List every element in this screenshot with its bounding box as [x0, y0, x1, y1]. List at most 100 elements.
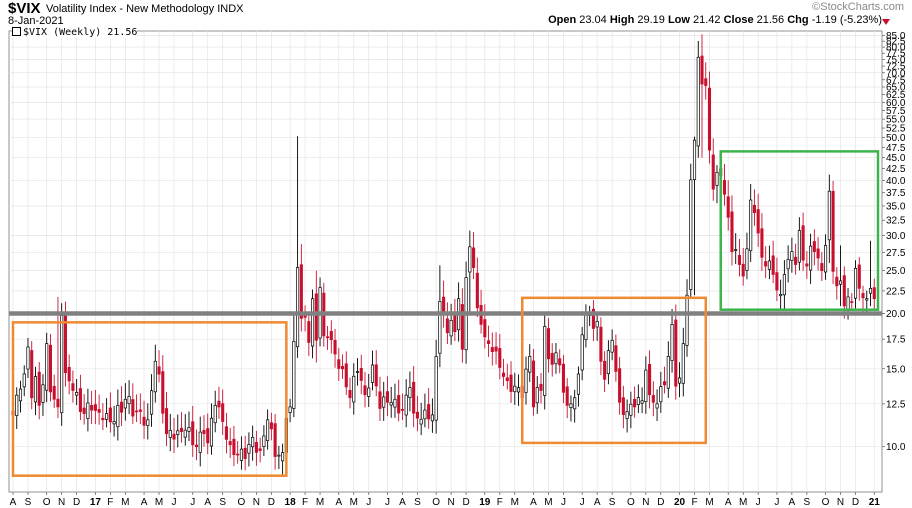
x-tick-label: J	[561, 497, 566, 508]
candle-body	[644, 369, 648, 403]
candle-body	[404, 394, 408, 416]
x-tick-label: J	[366, 497, 371, 508]
low-value: 21.42	[693, 14, 721, 26]
candle-body	[779, 293, 783, 297]
candle-body	[146, 419, 150, 426]
candle-body	[513, 385, 517, 393]
candle-body	[786, 259, 790, 270]
candle-body	[726, 196, 730, 218]
candle-body	[71, 383, 75, 391]
candle-body	[483, 319, 487, 338]
candle-body	[569, 403, 573, 408]
x-tick-label: J	[580, 497, 585, 508]
y-tick-label: 57.5	[886, 106, 906, 117]
chg-value: -1.19 (-5.23%)	[811, 14, 882, 26]
candle-body	[172, 433, 176, 440]
candle-body	[809, 245, 813, 271]
candle-body	[824, 245, 828, 273]
candle-body	[217, 400, 221, 408]
candle-body	[764, 261, 768, 267]
x-tick-label: O	[432, 497, 440, 508]
candle-body	[861, 293, 865, 299]
candle-body	[198, 431, 202, 453]
candle-body	[86, 402, 90, 419]
index-name: Volatility Index - New Methodology	[46, 3, 215, 15]
candle-body	[269, 422, 273, 430]
candle-body	[251, 436, 255, 448]
annotations	[9, 150, 882, 477]
down-arrow-icon	[882, 19, 890, 25]
x-tick-label: N	[642, 497, 649, 508]
chart-symbol: $VIX	[8, 0, 41, 17]
y-tick-label: 65.0	[886, 83, 906, 94]
x-tick-label: A	[789, 497, 796, 508]
candle-body	[756, 209, 760, 234]
candle-body	[816, 248, 820, 259]
candle-body	[670, 324, 674, 362]
candle-body	[794, 256, 798, 265]
candle-body	[194, 444, 199, 448]
candle-body	[329, 330, 333, 341]
candle-body	[412, 381, 416, 414]
candle-body	[179, 427, 184, 432]
x-tick-label: A	[725, 497, 732, 508]
chart-name-line: Volatility Index - New Methodology INDX	[46, 3, 244, 15]
y-tick-label: 67.5	[886, 75, 906, 86]
candle-body	[490, 347, 494, 352]
high-label: High	[609, 14, 635, 26]
y-tick-label: 60.0	[886, 98, 906, 109]
candle-body	[475, 272, 479, 309]
x-tick-label: 17	[90, 497, 102, 508]
candle-body	[595, 321, 599, 328]
candle-body	[311, 298, 315, 347]
x-tick-label: J	[385, 497, 390, 508]
x-tick-label: N	[447, 497, 454, 508]
x-tick-label: O	[238, 497, 246, 508]
candle-body	[535, 387, 539, 404]
candle-body	[648, 364, 652, 396]
candle-body	[359, 368, 363, 381]
candle-body	[202, 430, 206, 435]
legend-swatch-icon	[12, 27, 21, 36]
candle-body	[674, 319, 678, 387]
candle-body	[397, 395, 401, 414]
candle-body	[730, 211, 734, 252]
y-tick-label: 85.0	[886, 31, 906, 42]
candle-body	[37, 371, 41, 406]
open-value: 23.04	[579, 14, 607, 26]
candle-body	[797, 230, 801, 263]
x-tick-label: A	[204, 497, 211, 508]
candle-body	[711, 154, 715, 190]
candle-body	[78, 388, 82, 413]
x-tick-label: A	[10, 497, 17, 508]
candle-body	[846, 296, 850, 310]
candle-body	[715, 171, 719, 186]
candle-body	[666, 356, 670, 389]
candle-body	[168, 430, 172, 438]
candle-body	[805, 263, 809, 267]
candle-body	[554, 352, 558, 365]
candle-body	[539, 383, 543, 391]
candle-body	[348, 389, 352, 399]
x-tick-label: S	[804, 497, 811, 508]
candle-body	[460, 304, 464, 350]
x-tick-label: 18	[285, 497, 297, 508]
candle-body	[41, 384, 45, 403]
candle-body	[26, 346, 30, 370]
candle-body	[659, 386, 663, 403]
candle-body	[625, 411, 629, 419]
candle-body	[775, 272, 779, 291]
candle-body	[651, 395, 655, 403]
candle-body	[663, 381, 667, 386]
candle-body	[340, 366, 345, 370]
y-tick-label: 55.0	[886, 115, 906, 126]
candle-body	[281, 452, 285, 462]
candle-body	[228, 441, 232, 446]
candle-body	[516, 387, 521, 393]
y-tick-label: 52.5	[886, 124, 906, 135]
candle-body	[741, 263, 745, 277]
candle-body	[603, 360, 607, 380]
candle-body	[850, 301, 854, 303]
candle-body	[565, 386, 569, 406]
